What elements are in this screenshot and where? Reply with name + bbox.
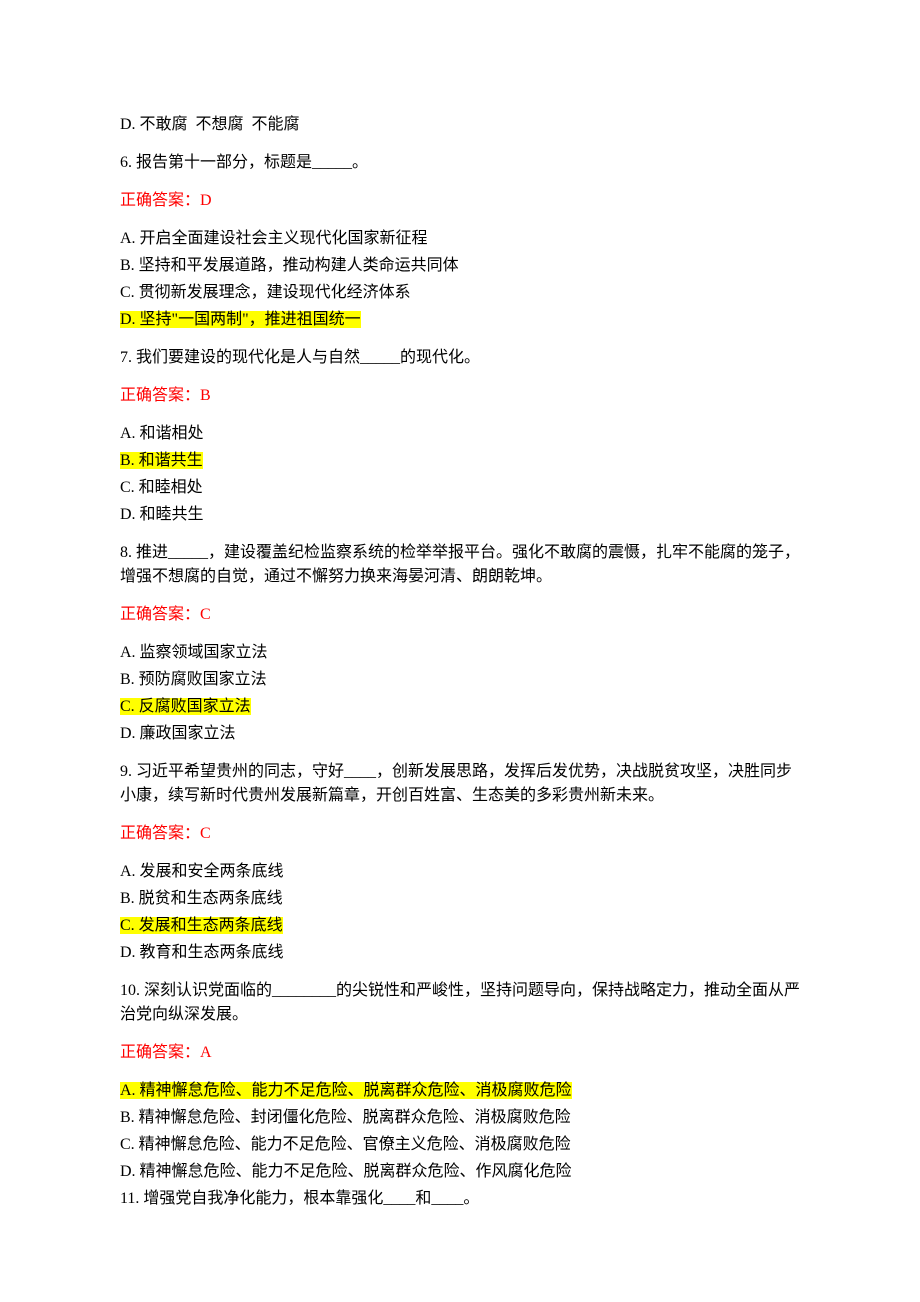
answer-6: 正确答案：D: [120, 189, 800, 213]
q9-option-a: A. 发展和安全两条底线: [120, 860, 800, 884]
q7-option-b-highlight: B. 和谐共生: [120, 452, 203, 469]
answer-9: 正确答案：C: [120, 822, 800, 846]
answer-10: 正确答案：A: [120, 1041, 800, 1065]
q8-option-a: A. 监察领域国家立法: [120, 641, 800, 665]
q10-option-b: B. 精神懈怠危险、封闭僵化危险、脱离群众危险、消极腐败危险: [120, 1106, 800, 1130]
q7-option-a: A. 和谐相处: [120, 422, 800, 446]
q9-option-d: D. 教育和生态两条底线: [120, 941, 800, 965]
question-9: 9. 习近平希望贵州的同志，守好____，创新发展思路，发挥后发优势，决战脱贫攻…: [120, 760, 800, 808]
q7-option-b: B. 和谐共生: [120, 449, 800, 473]
q10-option-a: A. 精神懈怠危险、能力不足危险、脱离群众危险、消极腐败危险: [120, 1079, 800, 1103]
question-11: 11. 增强党自我净化能力，根本靠强化____和____。: [120, 1187, 800, 1211]
question-10: 10. 深刻认识党面临的________的尖锐性和严峻性，坚持问题导向，保持战略…: [120, 979, 800, 1027]
option-d-prev: D. 不敢腐 不想腐 不能腐: [120, 113, 800, 137]
q8-option-b: B. 预防腐败国家立法: [120, 668, 800, 692]
q10-option-a-highlight: A. 精神懈怠危险、能力不足危险、脱离群众危险、消极腐败危险: [120, 1082, 572, 1099]
q6-option-c: C. 贯彻新发展理念，建设现代化经济体系: [120, 281, 800, 305]
question-6: 6. 报告第十一部分，标题是_____。: [120, 151, 800, 175]
q8-option-c: C. 反腐败国家立法: [120, 695, 800, 719]
answer-7: 正确答案：B: [120, 384, 800, 408]
q6-option-d: D. 坚持"一国两制"，推进祖国统一: [120, 308, 800, 332]
question-8: 8. 推进_____，建设覆盖纪检监察系统的检举举报平台。强化不敢腐的震慑，扎牢…: [120, 541, 800, 589]
q8-option-d: D. 廉政国家立法: [120, 722, 800, 746]
document-page: D. 不敢腐 不想腐 不能腐 6. 报告第十一部分，标题是_____。 正确答案…: [0, 0, 920, 1274]
q9-option-c-highlight: C. 发展和生态两条底线: [120, 917, 283, 934]
q6-option-d-highlight: D. 坚持"一国两制"，推进祖国统一: [120, 311, 361, 328]
q8-option-c-highlight: C. 反腐败国家立法: [120, 698, 251, 715]
q9-option-b: B. 脱贫和生态两条底线: [120, 887, 800, 911]
q7-option-c: C. 和睦相处: [120, 476, 800, 500]
q6-option-b: B. 坚持和平发展道路，推动构建人类命运共同体: [120, 254, 800, 278]
q10-option-c: C. 精神懈怠危险、能力不足危险、官僚主义危险、消极腐败危险: [120, 1133, 800, 1157]
q7-option-d: D. 和睦共生: [120, 503, 800, 527]
q9-option-c: C. 发展和生态两条底线: [120, 914, 800, 938]
q6-option-a: A. 开启全面建设社会主义现代化国家新征程: [120, 227, 800, 251]
q10-option-d: D. 精神懈怠危险、能力不足危险、脱离群众危险、作风腐化危险: [120, 1160, 800, 1184]
answer-8: 正确答案：C: [120, 603, 800, 627]
question-7: 7. 我们要建设的现代化是人与自然_____的现代化。: [120, 346, 800, 370]
